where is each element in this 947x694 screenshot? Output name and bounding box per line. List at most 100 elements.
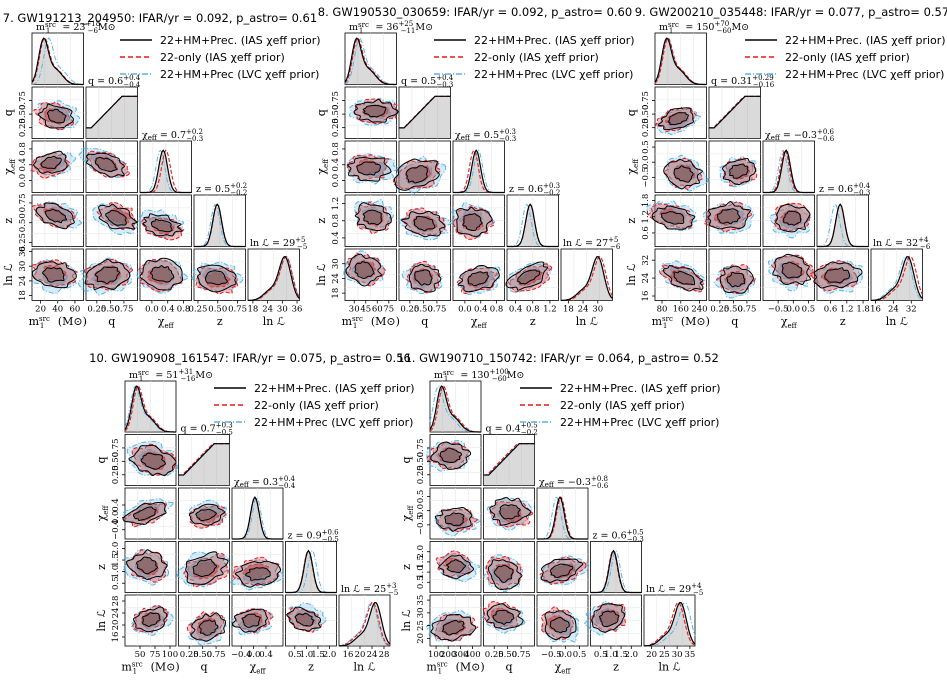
y-tick-label-q: 0.50: [18, 105, 28, 124]
y-tick-label-q: 0.75: [331, 91, 341, 110]
subplot-q-vs-m1_src: [344, 86, 405, 139]
y-tick-label-z: 2.0: [416, 545, 426, 559]
y-tick-label-chi_eff: 0.4: [18, 158, 28, 172]
subplot-z-vs-chi_eff: [137, 194, 192, 247]
stat-q: q = 0.31+0.29 −0.16: [711, 74, 775, 89]
contour-50-22hm-prec: [493, 564, 514, 583]
x-tick-label-chi_eff: 0.4: [161, 305, 175, 315]
axis-label-chi_eff: χeff: [315, 158, 330, 175]
axis-label-m1_src: msrc 1 (M⊙): [342, 315, 400, 330]
subplot-chi_eff-vs-m1_src: [30, 140, 84, 193]
y-tick-label-z: 0.50: [18, 213, 28, 232]
x-tick-label-chi_eff: 0.4: [259, 650, 273, 660]
subplot-z-vs-z: [506, 194, 559, 248]
x-tick-label-m1_src: 100: [428, 650, 444, 660]
subplot-chi_eff-vs-q: [708, 140, 761, 193]
subplot-z-vs-chi_eff: [229, 541, 285, 593]
contour-50-22hm-prec: [94, 266, 121, 285]
x-tick-label-q: 0.50: [101, 305, 120, 315]
x-tick-label-m1_src: 40: [52, 305, 63, 315]
x-tick-label-q: 0.25: [485, 650, 504, 660]
marginal-22hm-prec: [232, 496, 283, 540]
axis-label-q: q: [315, 109, 328, 116]
marginal-fill: [817, 204, 869, 247]
marginal-22hm-prec: [178, 443, 230, 476]
subplot-z-vs-z: [193, 194, 246, 248]
y-tick-label-chi_eff: 0.8: [18, 142, 28, 156]
marginal-22hm-prec: [709, 95, 761, 129]
contour-50-22hm-prec: [241, 613, 261, 628]
subplot-lnL-vs-chi_eff: [136, 248, 192, 301]
subplot-lnL-vs-m1_src: [124, 594, 177, 647]
axis-label-chi_eff: χeff: [471, 315, 488, 330]
legend-label-2: 22+HM+Prec (LVC χeff prior): [560, 416, 719, 429]
subplot-lnL-vs-lnL: [870, 248, 924, 302]
contour-50-22hm-prec: [198, 619, 219, 636]
subplot-chi_eff-vs-chi_eff: [452, 140, 505, 194]
legend-label-1: 22-only (IAS χeff prior): [474, 51, 599, 64]
axis-label-lnL: ln ℒ: [658, 661, 680, 674]
stat-lnL: ln ℒ = 25+3 −5: [341, 582, 398, 597]
y-tick-label-z: 1.0: [416, 565, 426, 579]
subplot-q-vs-q: [398, 86, 451, 139]
contour-50-22hm-prec: [517, 269, 541, 285]
y-tick-label-lnL: 18: [18, 290, 28, 301]
axis-label-lnL: ln ℒ: [625, 264, 638, 286]
marginal-lvc-prior: [870, 255, 923, 301]
subplot-z-vs-z: [816, 194, 869, 248]
subplot-chi_eff-vs-m1_src: [344, 140, 399, 193]
subplot-chi_eff-vs-chi_eff: [231, 487, 284, 540]
axis-label-chi_eff: χeff: [400, 505, 415, 522]
contour-50-22hm-prec: [192, 558, 218, 578]
legend: 22+HM+Prec. (IAS χeff prior) 22-only (IAS…: [434, 34, 635, 81]
y-tick-label-z: 1.8: [641, 194, 651, 208]
subplot-lnL-vs-m1_src: [654, 248, 707, 301]
y-tick-label-chi_eff: 0.0: [331, 174, 341, 188]
marginal-fill: [285, 550, 337, 593]
y-tick-label-q: 0.25: [331, 118, 341, 137]
panel-title: 8. GW190530_030659: IFAR/yr = 0.092, p_a…: [318, 5, 632, 19]
y-tick-label-z: 0.6: [641, 226, 651, 240]
marginal-22hm-prec: [344, 37, 397, 86]
x-tick-label-lnL: 18: [563, 305, 574, 315]
y-tick-label-chi_eff: 0.0: [18, 174, 28, 188]
x-tick-label-chi_eff: 0.0: [458, 305, 472, 315]
subplot-z-vs-m1_src: [645, 194, 707, 247]
contour-50-22hm-prec: [598, 610, 620, 628]
contour-50-22hm-prec: [492, 609, 515, 625]
marginal-lvc-prior: [194, 204, 246, 247]
axis-label-m1_src: msrc 1 (M⊙): [652, 315, 710, 330]
y-tick-label-lnL: 30: [416, 607, 426, 618]
contour-50-22hm-prec: [195, 508, 217, 522]
y-tick-label-lnL: 28: [111, 596, 121, 607]
y-tick-label-z: 0.75: [18, 193, 28, 212]
y-tick-label-q: 0.25: [416, 465, 426, 484]
y-tick-label-z: 1.5: [111, 553, 121, 567]
marginal-22hm-prec: [763, 149, 815, 194]
legend-label-1: 22-only (IAS χeff prior): [254, 399, 379, 412]
contour-50-22hm-prec: [442, 619, 465, 636]
y-tick-label-lnL: 36: [18, 246, 28, 257]
y-tick-label-q: 0.25: [641, 118, 651, 137]
subplot-lnL-vs-q: [480, 594, 535, 647]
x-tick-label-lnL: 16: [343, 650, 354, 660]
stat-m1_src: msrc 1 = 150+70 −60M⊙: [659, 20, 749, 35]
contour-50-22hm-prec: [673, 270, 696, 286]
marginal-22-only: [871, 256, 924, 302]
x-tick-label-chi_eff: −0.4: [231, 650, 252, 660]
x-tick-label-m1_src: 60: [372, 305, 383, 315]
contour-50-22hm-prec: [41, 267, 65, 283]
y-tick-label-q: 0.50: [331, 105, 341, 124]
y-tick-label-q: 0.25: [111, 465, 121, 484]
x-tick-label-m1_src: 160: [673, 305, 689, 315]
y-tick-label-z: 1.2: [331, 197, 341, 211]
stat-z: z = 0.6+0.3 −0.2: [509, 182, 560, 197]
y-tick-label-q: 0.50: [416, 452, 426, 471]
axis-label-q: q: [108, 315, 115, 328]
marginal-fill: [709, 96, 761, 139]
y-tick-label-z: 0.5: [111, 576, 121, 590]
panel-title: 11. GW190710_150742: IFAR/yr = 0.064, p_…: [397, 351, 719, 365]
subplot-chi_eff-vs-chi_eff: [536, 487, 589, 540]
axis-label-z: z: [217, 315, 223, 328]
stat-chi_eff: χeff = 0.7+0.2 −0.3: [142, 128, 203, 143]
